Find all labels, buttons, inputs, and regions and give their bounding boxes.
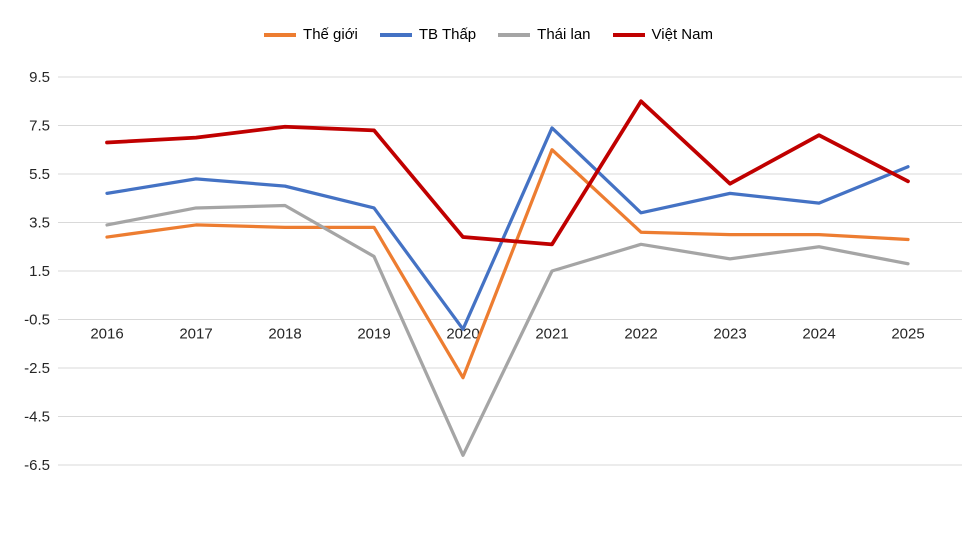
legend-item-1: TB Thấp <box>379 26 477 43</box>
x-axis-tick-label: 2016 <box>90 326 123 343</box>
y-axis-tick-label: 7.5 <box>29 118 50 135</box>
legend-swatch-icon <box>612 32 645 37</box>
legend-label: TB Thấp <box>418 26 477 43</box>
legend-item-0: Thế giới <box>264 26 358 43</box>
x-axis-tick-label: 2025 <box>891 326 924 343</box>
series-line-0 <box>105 148 910 380</box>
y-axis-tick-label: 5.5 <box>29 166 50 183</box>
y-axis-tick-label: -2.5 <box>24 360 50 377</box>
y-axis-tick-label: -6.5 <box>24 457 50 474</box>
series-line-1 <box>105 126 910 331</box>
legend-swatch-icon <box>498 32 531 37</box>
legend-swatch-icon <box>264 32 297 37</box>
x-axis-tick-label: 2024 <box>802 326 835 343</box>
legend-label: Thế giới <box>303 26 358 43</box>
legend-item-2: Thái lan <box>498 26 591 43</box>
chart-legend: Thế giới TB Thấp Thái lan Việt Nam <box>0 26 977 43</box>
y-axis-tick-label: 9.5 <box>29 69 50 86</box>
x-axis-tick-label: 2021 <box>535 326 568 343</box>
series-line-3 <box>105 99 910 247</box>
legend-item-3: Việt Nam <box>612 26 713 43</box>
x-axis-tick-label: 2020 <box>446 326 479 343</box>
legend-label: Thái lan <box>537 26 591 43</box>
x-axis-tick-label: 2017 <box>179 326 212 343</box>
x-axis-tick-label: 2019 <box>357 326 390 343</box>
y-axis-tick-label: 1.5 <box>29 263 50 280</box>
y-axis-tick-label: -0.5 <box>24 312 50 329</box>
y-axis-tick-label: -4.5 <box>24 409 50 426</box>
legend-swatch-icon <box>379 32 412 37</box>
x-axis-tick-label: 2018 <box>268 326 301 343</box>
legend-label: Việt Nam <box>651 26 713 43</box>
y-axis-tick-label: 3.5 <box>29 215 50 232</box>
series-line-2 <box>105 203 910 457</box>
x-axis-tick-label: 2022 <box>624 326 657 343</box>
x-axis-tick-label: 2023 <box>713 326 746 343</box>
